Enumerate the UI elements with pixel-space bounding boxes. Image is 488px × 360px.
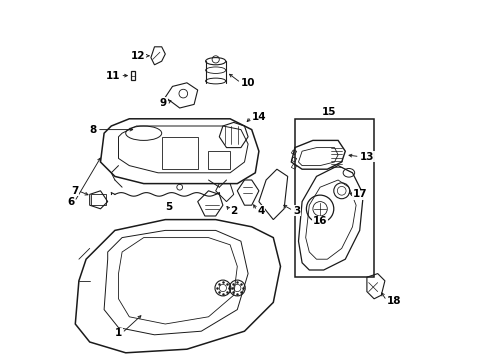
Bar xyxy=(91,194,106,205)
Text: 7: 7 xyxy=(71,186,78,196)
Bar xyxy=(162,137,197,169)
Text: 5: 5 xyxy=(165,202,172,212)
Text: 18: 18 xyxy=(386,296,400,306)
Text: 15: 15 xyxy=(321,107,336,117)
Text: 14: 14 xyxy=(251,112,266,122)
Text: 2: 2 xyxy=(230,206,237,216)
Bar xyxy=(294,119,373,277)
Bar xyxy=(130,71,135,80)
Text: 8: 8 xyxy=(89,125,97,135)
Text: 17: 17 xyxy=(352,189,366,199)
Text: 1: 1 xyxy=(115,328,122,338)
Text: 16: 16 xyxy=(312,216,326,226)
Bar xyxy=(208,151,230,169)
Text: 13: 13 xyxy=(359,152,373,162)
Text: 4: 4 xyxy=(257,206,264,216)
Text: 3: 3 xyxy=(292,206,300,216)
Text: 9: 9 xyxy=(160,98,167,108)
Text: 11: 11 xyxy=(105,71,120,81)
Text: 6: 6 xyxy=(67,197,75,207)
Text: 10: 10 xyxy=(241,78,255,88)
Text: 12: 12 xyxy=(131,51,145,61)
